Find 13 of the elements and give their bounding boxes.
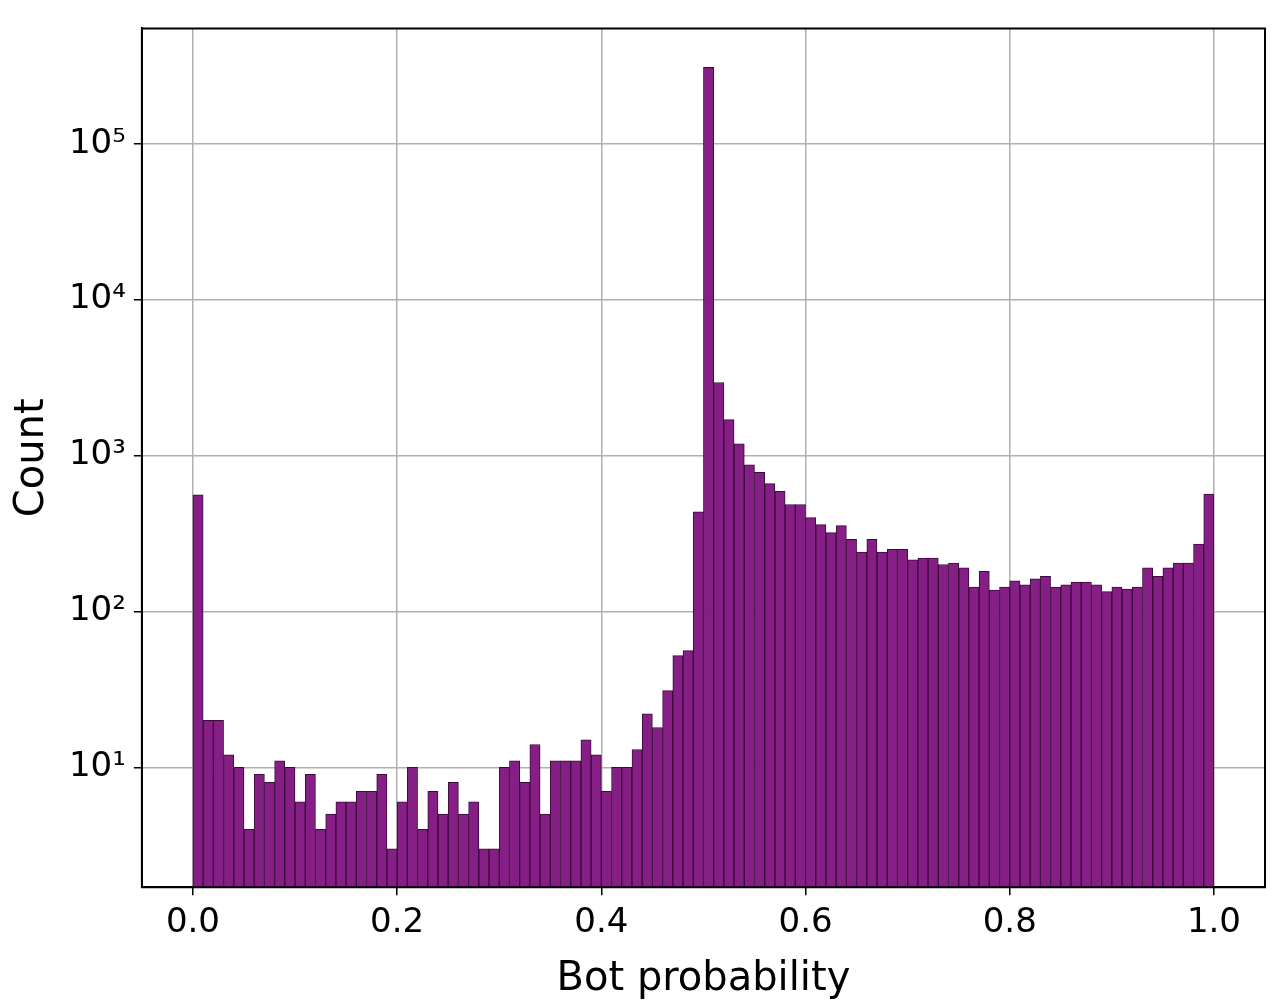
x-tick-label: 0.6: [778, 900, 833, 941]
y-tick-label: 10¹: [68, 744, 126, 785]
y-tick-label: 10²: [68, 588, 126, 629]
y-tick-label: 10⁴: [68, 276, 126, 317]
x-tick-label: 1.0: [1186, 900, 1241, 941]
x-tick-label: 0.0: [165, 900, 220, 941]
y-tick-label: 10⁵: [68, 120, 126, 161]
y-axis-title: Count: [6, 398, 53, 518]
y-tick-label: 10³: [68, 432, 126, 473]
x-tick-label: 0.4: [574, 900, 629, 941]
x-tick-label: 0.2: [370, 900, 425, 941]
x-tick-label: 0.8: [982, 900, 1037, 941]
x-axis-title: Bot probability: [556, 953, 851, 1000]
